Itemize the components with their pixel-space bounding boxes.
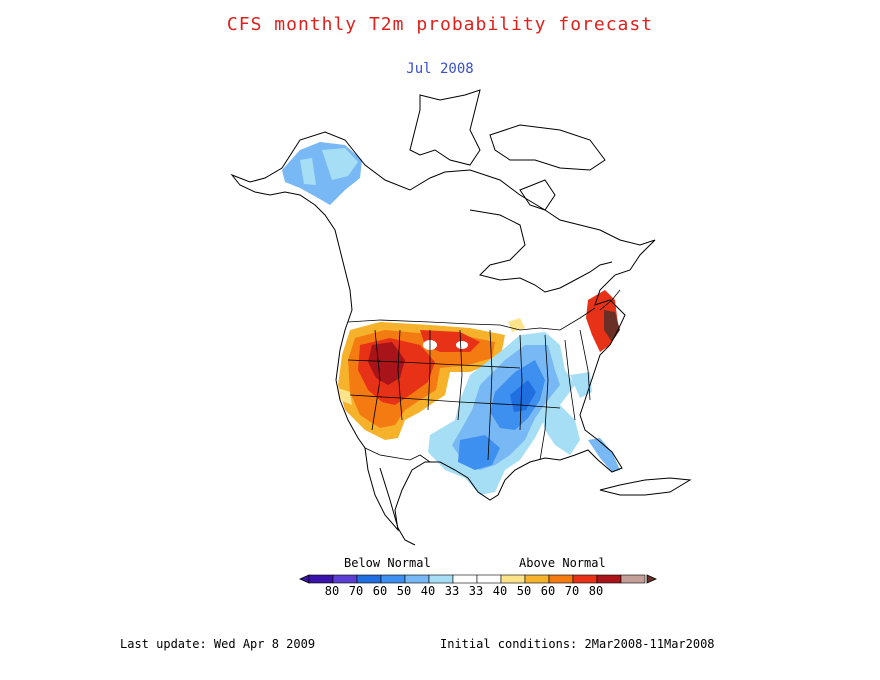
legend-tick-label: 80 <box>588 584 604 598</box>
legend-swatch <box>380 574 406 584</box>
legend-tick-label: 40 <box>420 584 436 598</box>
legend-tick-label: 50 <box>396 584 412 598</box>
legend-swatch <box>428 574 454 584</box>
legend-tick-label: 50 <box>516 584 532 598</box>
legend-tick-label: 80 <box>324 584 340 598</box>
alaska-below-normal-region <box>282 142 362 205</box>
legend-left-arrow <box>299 574 310 584</box>
legend-tick-label: 60 <box>540 584 556 598</box>
legend-swatch <box>596 574 622 584</box>
legend-tick-label: 33 <box>468 584 484 598</box>
map-title: CFS monthly T2m probability forecast <box>226 14 654 35</box>
florida-above-normal-region <box>588 438 620 472</box>
legend-swatch <box>452 574 478 584</box>
legend-swatch <box>620 574 646 584</box>
last-update-text: Last update: Wed Apr 8 2009 <box>120 637 316 651</box>
legend-tick-label: 70 <box>564 584 580 598</box>
legend-right-arrow <box>646 574 657 584</box>
legend-swatch <box>308 574 334 584</box>
legend-swatch <box>356 574 382 584</box>
color-legend-bar <box>299 574 657 584</box>
legend-above-normal-label: Above Normal <box>519 556 606 570</box>
legend-swatch <box>572 574 598 584</box>
legend-swatch <box>404 574 430 584</box>
map-subtitle: Jul 2008 <box>406 61 474 77</box>
legend-swatch <box>476 574 502 584</box>
initial-conditions-text: Initial conditions: 2Mar2008-11Mar2008 <box>440 637 715 651</box>
state-borders <box>347 289 621 463</box>
legend-tick-label: 60 <box>372 584 388 598</box>
central-below-normal-region <box>428 332 592 495</box>
legend-tick-label: 33 <box>444 584 460 598</box>
legend-tick-label: 40 <box>492 584 508 598</box>
legend-swatch <box>548 574 574 584</box>
legend-swatch <box>332 574 358 584</box>
legend-swatch <box>500 574 526 584</box>
legend-below-normal-label: Below Normal <box>344 556 431 570</box>
coastlines <box>230 89 692 546</box>
legend-tick-label: 70 <box>348 584 364 598</box>
legend-swatch <box>524 574 550 584</box>
northeast-above-normal-region <box>508 290 620 352</box>
